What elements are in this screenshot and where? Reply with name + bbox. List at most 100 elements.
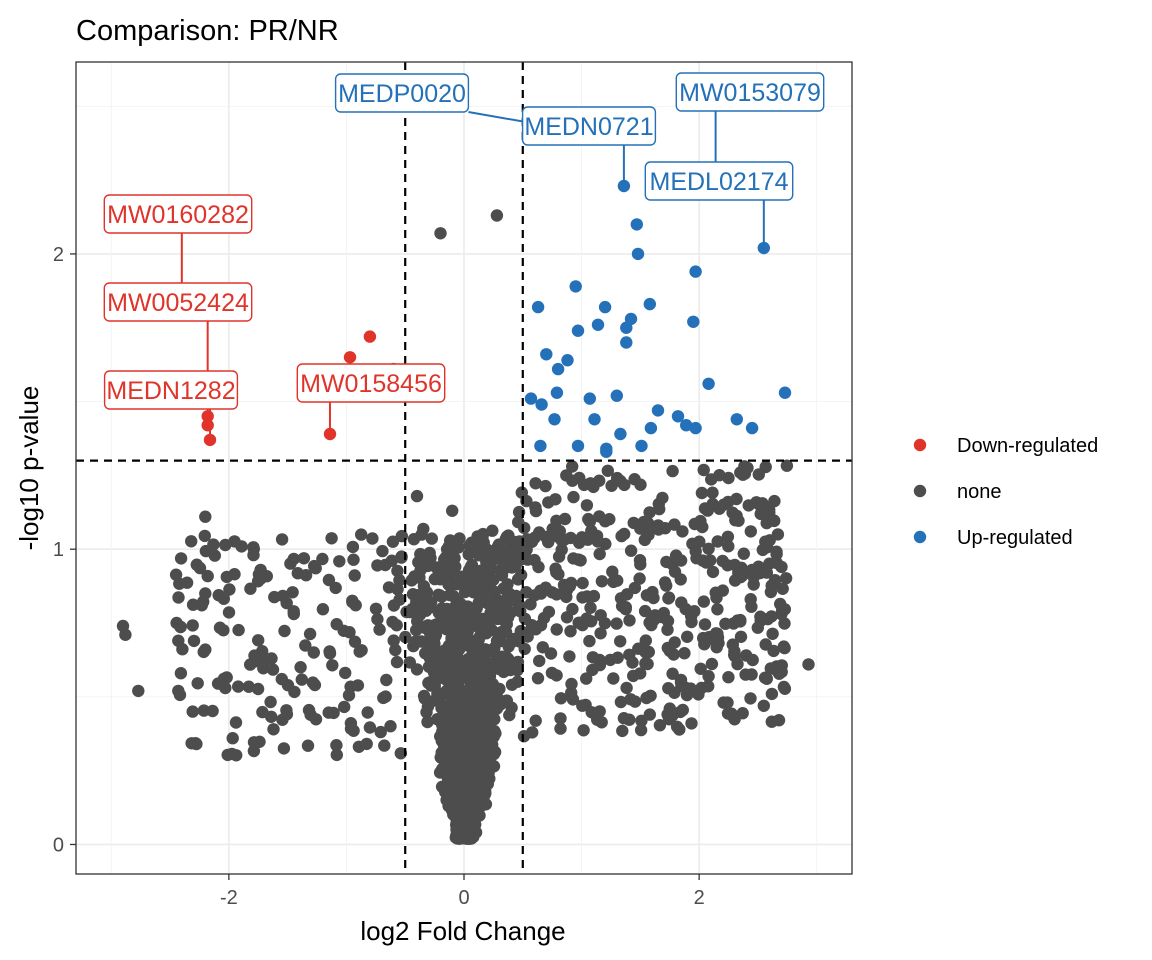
- axes: -2 0 2 0 1 2: [53, 244, 705, 909]
- point-none: [252, 634, 265, 647]
- point-none: [529, 504, 543, 518]
- point-none: [219, 681, 232, 695]
- point-none: [470, 652, 483, 666]
- point-none: [567, 490, 580, 504]
- point-none: [780, 459, 794, 472]
- point-none: [577, 724, 590, 737]
- point-none: [611, 651, 624, 664]
- point-none: [287, 552, 300, 566]
- point-none: [251, 682, 265, 696]
- point-none: [451, 791, 464, 804]
- point-none: [278, 624, 291, 638]
- point-none: [323, 645, 336, 658]
- point-none: [716, 554, 729, 568]
- point-none: [322, 706, 335, 719]
- point-none: [698, 502, 712, 515]
- point-none: [474, 696, 487, 709]
- point-none: [228, 535, 241, 548]
- point-none: [583, 634, 596, 648]
- point-none: [446, 651, 459, 664]
- point-none: [745, 563, 759, 577]
- point-up-regulated: [620, 321, 633, 334]
- point-none: [464, 677, 478, 691]
- point-none: [479, 547, 492, 561]
- point-none: [420, 602, 434, 615]
- point-none: [363, 721, 377, 734]
- point-none: [709, 586, 722, 599]
- point-none: [728, 574, 742, 587]
- legend-label: none: [957, 481, 1002, 503]
- point-none: [542, 605, 556, 619]
- point-none: [737, 547, 750, 560]
- point-none: [435, 650, 448, 663]
- point-none: [722, 671, 735, 684]
- point-none: [778, 603, 791, 616]
- point-none: [486, 524, 499, 537]
- point-none: [739, 668, 752, 681]
- point-none: [436, 719, 449, 732]
- point-none: [563, 580, 576, 593]
- point-none: [647, 591, 660, 605]
- point-none: [775, 560, 788, 574]
- point-none: [442, 773, 455, 786]
- point-none: [697, 463, 710, 477]
- point-none: [325, 532, 338, 545]
- point-none: [378, 739, 391, 752]
- point-none: [534, 619, 548, 632]
- point-none: [587, 589, 601, 603]
- point-none: [223, 583, 236, 596]
- point-none: [661, 623, 674, 636]
- point-none: [555, 543, 568, 556]
- point-none: [511, 655, 525, 669]
- point-none: [295, 673, 308, 686]
- point-none: [594, 627, 607, 640]
- point-none: [217, 672, 231, 685]
- point-none: [473, 593, 486, 606]
- label-box: [334, 73, 470, 113]
- point-none: [633, 572, 646, 585]
- point-none: [650, 521, 663, 535]
- point-none: [349, 599, 362, 612]
- point-up-regulated: [548, 413, 561, 426]
- x-axis-label: log2 Fold Change: [360, 916, 565, 946]
- point-none: [353, 645, 366, 658]
- point-none: [776, 582, 789, 595]
- point-up-regulated: [610, 389, 623, 402]
- point-none: [371, 559, 384, 572]
- point-none: [180, 576, 194, 589]
- point-none: [514, 568, 528, 582]
- point-none: [410, 489, 424, 503]
- point-none: [529, 477, 542, 490]
- point-none: [702, 670, 715, 683]
- point-none: [560, 469, 573, 482]
- point-none: [580, 612, 593, 625]
- point-none: [225, 747, 239, 761]
- point-none: [169, 568, 183, 581]
- point-none: [467, 642, 480, 655]
- point-up-regulated: [778, 386, 792, 399]
- point-none: [706, 486, 719, 499]
- point-none: [297, 552, 311, 565]
- point-none: [666, 464, 679, 478]
- point-up-regulated: [680, 419, 693, 432]
- point-none: [411, 589, 424, 602]
- point-none: [599, 515, 612, 528]
- point-none: [329, 581, 342, 595]
- point-up-regulated: [571, 439, 585, 453]
- point-none: [443, 702, 456, 715]
- point-none: [403, 656, 416, 669]
- point-none: [736, 468, 750, 481]
- x-tick-label: 0: [458, 887, 469, 909]
- point-none: [580, 499, 594, 512]
- point-none: [611, 574, 624, 587]
- point-none: [626, 656, 639, 669]
- legend-label: Up-regulated: [957, 527, 1073, 549]
- point-up-regulated: [569, 280, 582, 293]
- point-none: [702, 542, 715, 555]
- point-none: [389, 643, 402, 657]
- point-none: [526, 726, 539, 739]
- point-none: [802, 658, 815, 671]
- point-none: [580, 672, 593, 685]
- point-none: [779, 572, 793, 585]
